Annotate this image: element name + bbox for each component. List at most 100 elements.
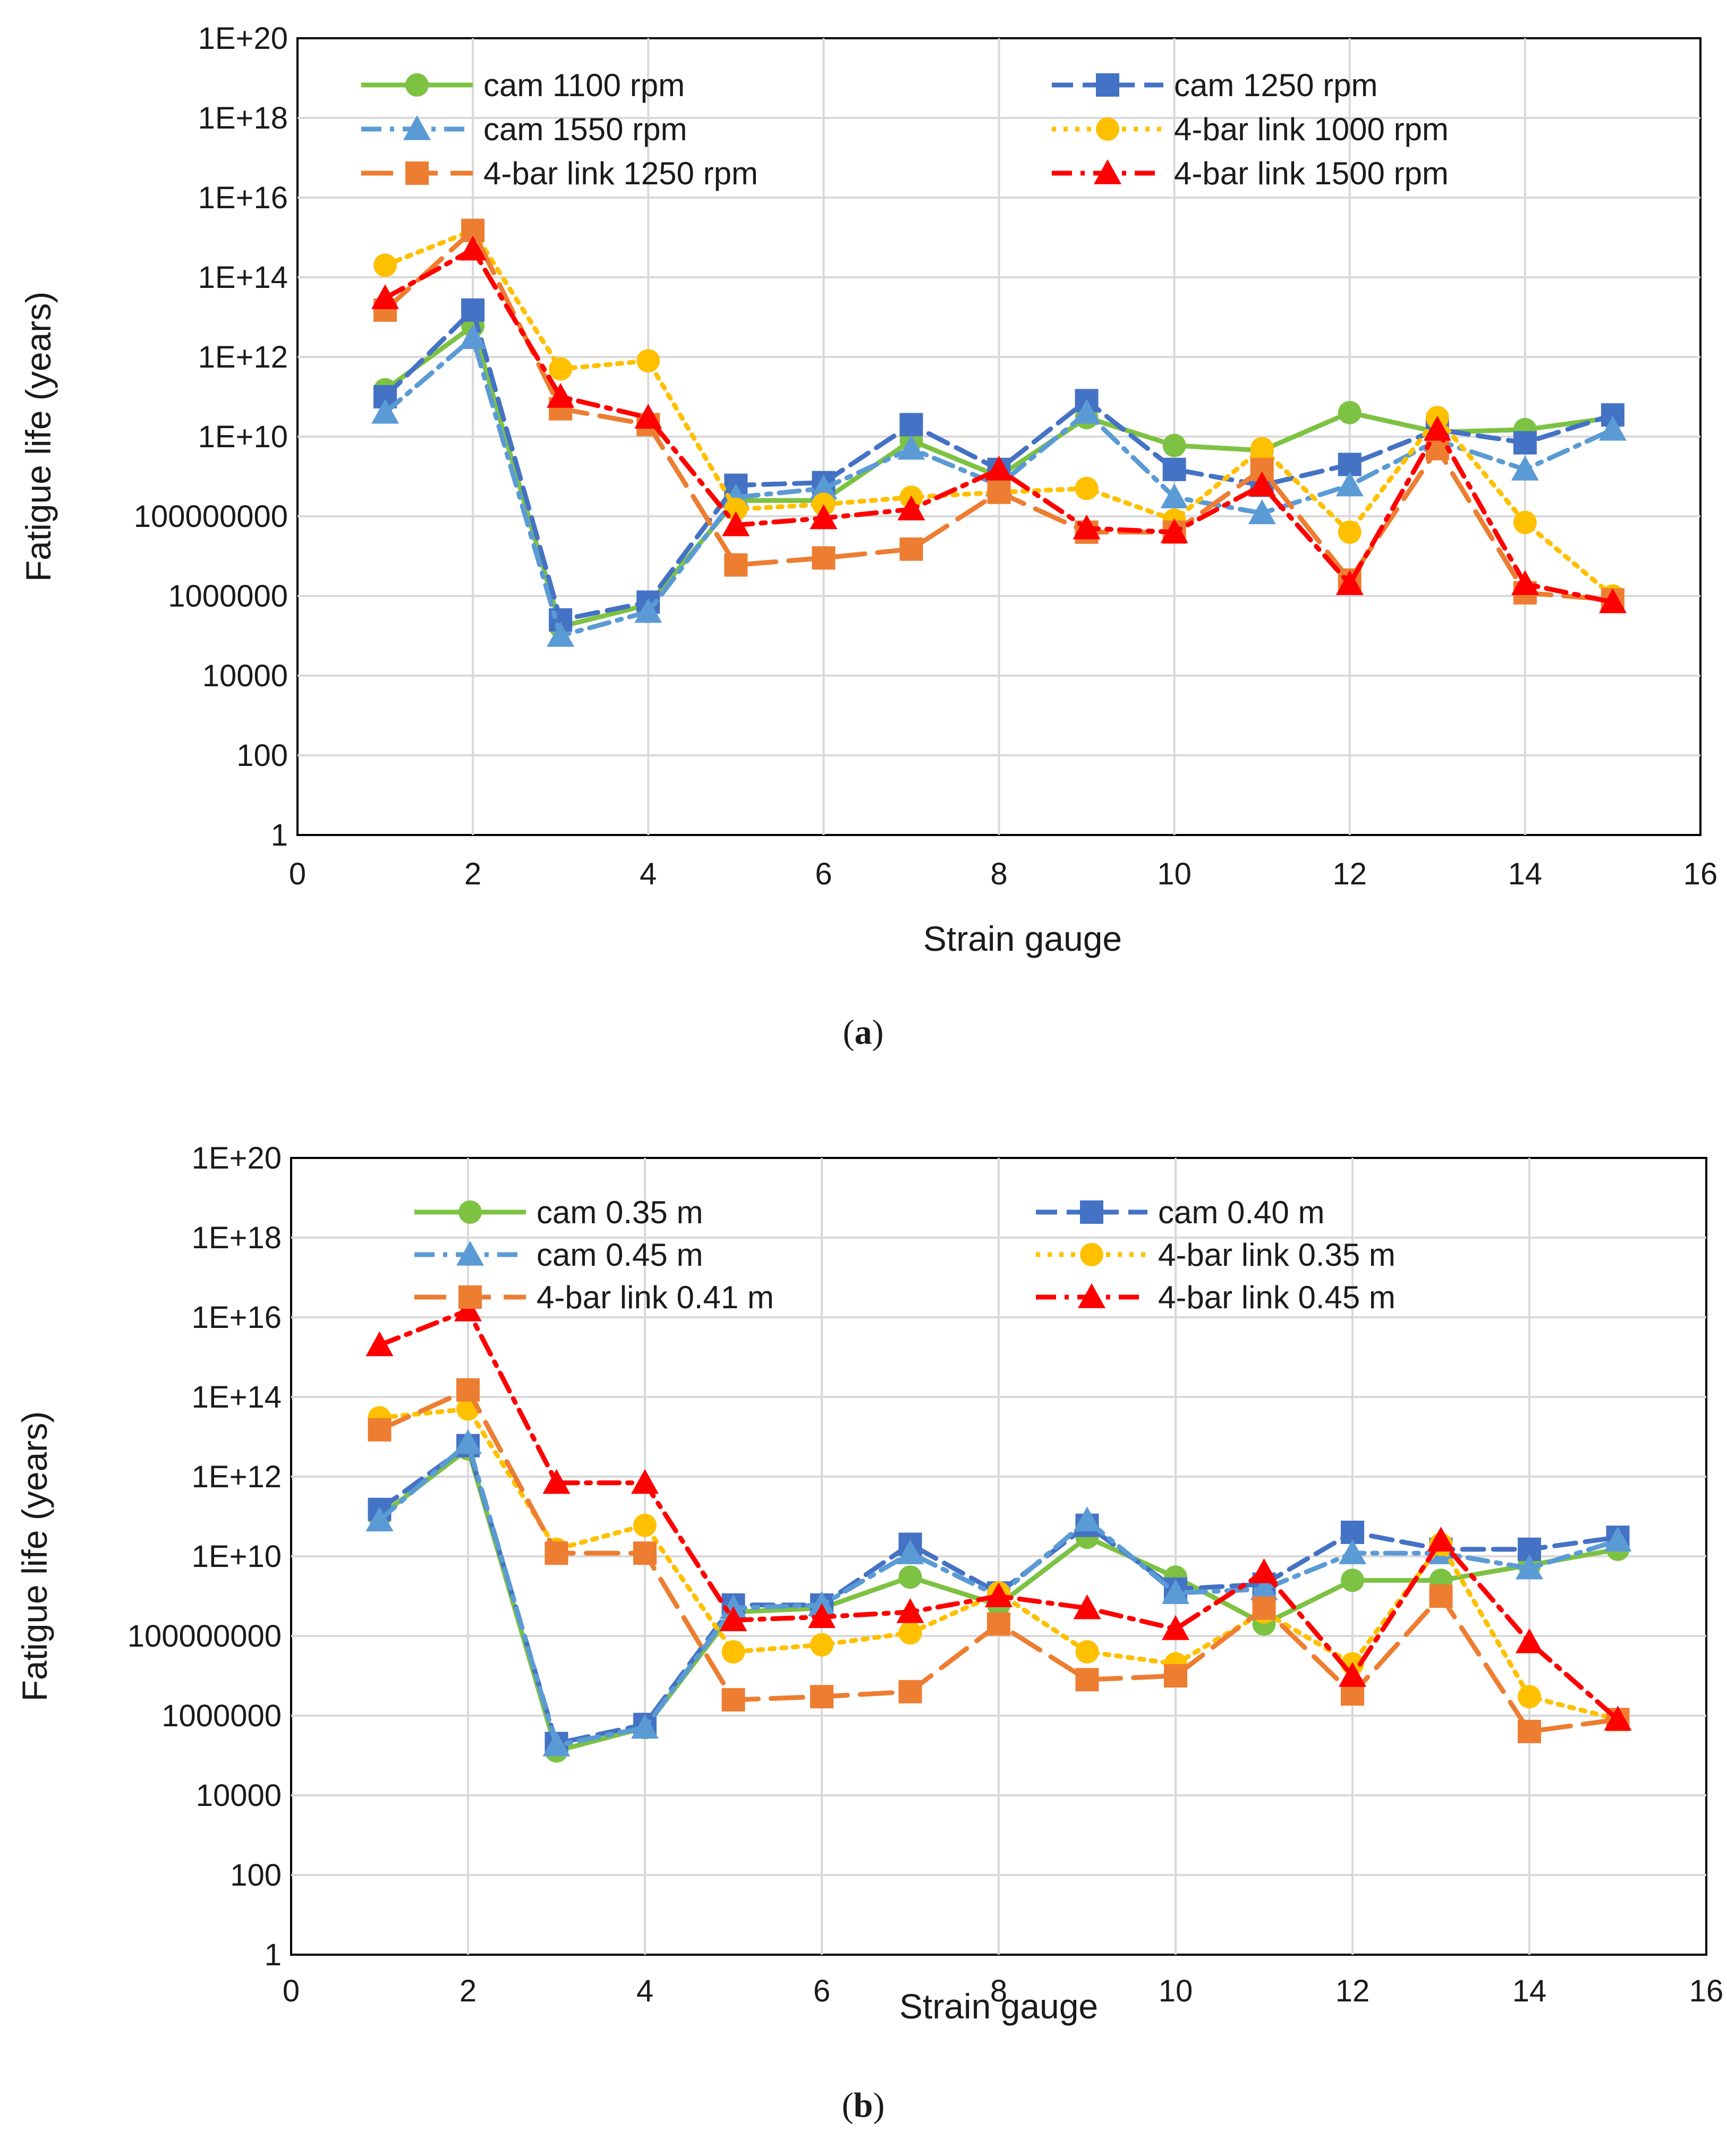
legend-label: 4-bar link 0.35 m: [1158, 1237, 1396, 1273]
data-point: [1427, 1527, 1455, 1552]
y-tick-label: 10000: [202, 659, 288, 693]
data-point: [1073, 1506, 1101, 1532]
x-tick-label: 12: [1332, 857, 1367, 891]
data-point: [1598, 588, 1627, 613]
x-tick-label: 0: [283, 1974, 300, 2008]
data-point: [456, 1378, 480, 1402]
x-axis-label: Strain gauge: [923, 919, 1122, 958]
grid-lines: [291, 1158, 1706, 1955]
data-point: [371, 398, 399, 424]
data-point: [1598, 415, 1627, 441]
x-axis-label: Strain gauge: [899, 1987, 1098, 2026]
y-tick-label: 100000000: [134, 499, 288, 534]
y-tick-label: 1E+16: [198, 181, 288, 215]
data-point: [1162, 1615, 1189, 1640]
data-point: [1429, 1584, 1453, 1608]
data-point: [1339, 1539, 1366, 1564]
x-tick-label: 14: [1512, 1974, 1547, 2008]
y-tick-label: 10000: [196, 1778, 282, 1813]
x-tick-label: 6: [815, 857, 832, 891]
legend-item: cam 0.40 m: [1036, 1195, 1324, 1230]
y-tick-label: 1E+16: [192, 1300, 282, 1335]
legend-marker: [403, 115, 431, 140]
legend-item: 4-bar link 0.35 m: [1036, 1237, 1396, 1273]
x-tick-label: 16: [1683, 857, 1718, 891]
data-point: [1162, 433, 1186, 457]
data-point: [985, 1582, 1013, 1607]
data-point: [898, 1621, 922, 1645]
x-tick-label: 8: [990, 857, 1007, 891]
data-point: [1341, 1569, 1364, 1592]
y-tick-label: 1E+20: [198, 21, 288, 56]
y-tick-labels: 1 100 10000 1000000 100000000 1E+10 1E+12 1E+14…: [127, 1141, 282, 1972]
legend-item: 4-bar link 1250 rpm: [361, 156, 758, 191]
data-point: [721, 1688, 745, 1712]
y-tick-label: 1E+10: [192, 1539, 282, 1574]
data-point: [1513, 431, 1537, 455]
caption-open: (: [842, 2086, 854, 2125]
x-tick-labels: 0 2 4 6 8 10 12 14 16: [289, 857, 1717, 891]
data-point: [898, 1680, 922, 1703]
data-point: [634, 598, 662, 623]
legend-item: 4-bar link 0.45 m: [1036, 1280, 1396, 1315]
x-tick-label: 10: [1157, 857, 1192, 891]
data-point: [899, 413, 923, 437]
x-tick-label: 0: [289, 857, 306, 891]
caption-letter: a: [855, 1013, 872, 1052]
data-point: [1250, 1558, 1278, 1583]
legend-label: 4-bar link 1500 rpm: [1174, 156, 1449, 191]
legend-item: 4-bar link 0.41 m: [414, 1280, 774, 1315]
x-tick-label: 4: [640, 857, 657, 891]
legend: cam 0.35 m cam 0.40 m cam 0.45 m 4-bar link…: [414, 1195, 1396, 1315]
legend-item: cam 1550 rpm: [361, 112, 687, 147]
x-tick-label: 6: [813, 1974, 830, 2008]
data-point: [721, 1640, 745, 1664]
data-point: [547, 622, 575, 647]
data-point: [461, 298, 485, 322]
data-point: [1338, 400, 1362, 424]
data-point: [810, 474, 838, 500]
x-tick-label: 12: [1335, 1974, 1370, 2008]
data-point: [1073, 398, 1101, 424]
data-point: [810, 504, 838, 530]
data-point: [897, 434, 925, 460]
data-point: [1339, 1662, 1366, 1687]
legend-label: 4-bar link 0.45 m: [1158, 1280, 1396, 1315]
legend-label: cam 1550 rpm: [483, 112, 687, 147]
data-point: [549, 357, 573, 381]
chart-panel-a: 11001000010000001000000001E+101E+121E+14…: [19, 21, 1717, 1052]
data-point: [1338, 520, 1362, 544]
panel-caption: (a): [843, 1013, 884, 1052]
data-point: [896, 1598, 924, 1623]
data-point: [1250, 1575, 1278, 1600]
data-point: [985, 455, 1013, 481]
data-point: [1423, 415, 1451, 441]
y-tick-label: 1: [265, 1938, 282, 1972]
legend-marker: [1096, 73, 1119, 97]
series-group: [365, 1296, 1632, 1763]
chart-panel-b: 11001000010000001000000001E+101E+121E+14…: [15, 1141, 1723, 2125]
y-tick-label: 1E+10: [198, 420, 288, 454]
data-point: [454, 1296, 482, 1322]
data-point: [636, 349, 660, 373]
data-point: [454, 1429, 482, 1454]
data-point: [1075, 1668, 1099, 1692]
legend-marker: [405, 73, 429, 97]
data-point: [1073, 1594, 1101, 1620]
panel-caption: (b): [842, 2086, 885, 2125]
data-point: [1516, 1554, 1543, 1580]
legend-label: 4-bar link 1000 rpm: [1174, 112, 1449, 147]
data-point: [1511, 455, 1539, 481]
data-point: [987, 1612, 1010, 1636]
data-point: [987, 480, 1011, 504]
y-tick-label: 100: [230, 1858, 282, 1893]
y-tick-label: 100: [236, 738, 288, 773]
data-point: [896, 1539, 924, 1564]
data-point: [371, 284, 399, 310]
legend-label: 4-bar link 1250 rpm: [483, 156, 758, 191]
y-tick-label: 1: [271, 818, 288, 853]
data-point: [365, 1506, 394, 1532]
legend-marker: [1078, 1283, 1105, 1308]
legend-label: cam 1250 rpm: [1174, 67, 1378, 103]
data-point: [1075, 1640, 1099, 1664]
